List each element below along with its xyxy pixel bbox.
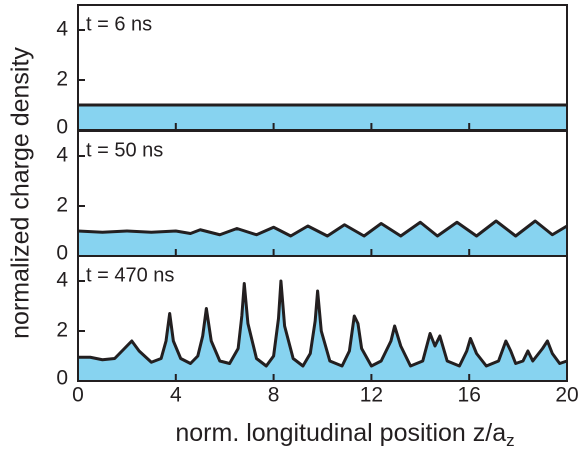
y-tick-label: 4 — [56, 18, 68, 41]
density-line — [78, 279, 568, 368]
y-tick-label: 4 — [56, 269, 68, 292]
x-tick-label: 8 — [268, 384, 280, 407]
y-tick-label: 2 — [56, 319, 68, 342]
area-fill — [78, 221, 567, 256]
y-tick-label: 0 — [56, 116, 68, 139]
x-label-subscript: z — [506, 431, 515, 450]
y-tick-label: 4 — [56, 144, 68, 167]
x-tick-label: 20 — [555, 384, 578, 407]
y-tick-label: 2 — [56, 194, 68, 217]
x-tick-label: 12 — [360, 384, 383, 407]
y-tick-label: 0 — [56, 242, 68, 265]
panel-frame — [77, 255, 568, 382]
y-axis-label: normalized charge density — [7, 47, 35, 339]
panel-annotation: t = 6 ns — [86, 13, 152, 35]
x-tick-label: 16 — [458, 384, 481, 407]
y-tick-label: 0 — [56, 367, 68, 390]
density-line — [77, 219, 568, 238]
y-tick-label: 2 — [56, 68, 68, 91]
x-label-main: norm. longitudinal position z/a — [175, 419, 506, 447]
panel-annotation: t = 50 ns — [86, 139, 163, 161]
x-tick-label: 0 — [72, 384, 84, 407]
panel-annotation: t = 470 ns — [86, 264, 174, 286]
x-axis-label: norm. longitudinal position z/az — [175, 419, 514, 451]
area-fill — [78, 105, 567, 130]
x-tick-label: 4 — [170, 384, 182, 407]
